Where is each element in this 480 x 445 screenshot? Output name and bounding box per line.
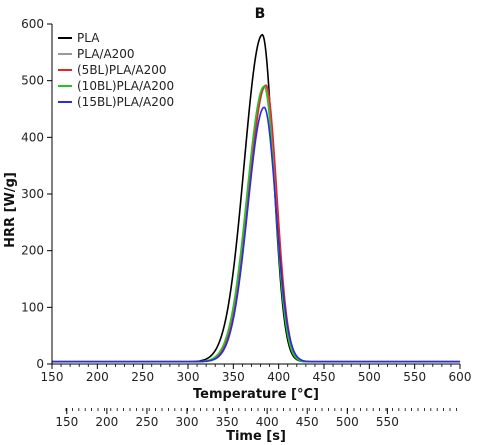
x2-tick-label: 150 — [55, 415, 78, 429]
x2-tick-label: 350 — [216, 415, 239, 429]
y-tick-label: 500 — [21, 74, 44, 88]
x-tick-label: 150 — [41, 370, 64, 384]
x2-tick-label: 300 — [176, 415, 199, 429]
x2-axis-title: Time [s] — [226, 429, 286, 444]
y-tick-label: 400 — [21, 130, 44, 144]
legend-label: PLA — [77, 31, 100, 45]
x-tick-label: 450 — [313, 370, 336, 384]
y-axis-ticks: 0 100 200 300 400 500 600 — [21, 17, 52, 371]
x2-tick-label: 500 — [336, 415, 359, 429]
x-tick-label: 500 — [358, 370, 381, 384]
x2-axis-ticks: 150 200 250 300 350 400 450 500 550 — [55, 408, 457, 429]
series-line — [52, 106, 460, 363]
x-tick-label: 300 — [177, 370, 200, 384]
y-tick-label: 200 — [21, 244, 44, 258]
x-tick-label: 250 — [131, 370, 154, 384]
x-tick-label: 600 — [449, 370, 472, 384]
x2-tick-label: 550 — [376, 415, 399, 429]
x2-tick-label: 200 — [95, 415, 118, 429]
x2-tick-label: 400 — [256, 415, 279, 429]
legend-label: (10BL)PLA/A200 — [77, 79, 174, 93]
legend-label: (15BL)PLA/A200 — [77, 95, 174, 109]
y-tick-label: 300 — [21, 187, 44, 201]
x2-tick-label: 250 — [135, 415, 158, 429]
y-tick-label: 600 — [21, 17, 44, 31]
x-tick-label: 200 — [86, 370, 109, 384]
legend: PLA PLA/A200 (5BL)PLA/A200 (10BL)PLA/A200 (1… — [58, 31, 174, 109]
y-tick-label: 100 — [21, 300, 44, 314]
legend-label: PLA/A200 — [77, 47, 135, 61]
x-tick-label: 350 — [222, 370, 245, 384]
legend-label: (5BL)PLA/A200 — [77, 63, 166, 77]
x-tick-label: 400 — [267, 370, 290, 384]
chart-title: B — [255, 6, 266, 22]
y-tick-label: 0 — [36, 357, 44, 371]
y-axis-title: HRR [W/g] — [3, 172, 18, 248]
x-axis-ticks: 150 200 250 300 350 400 450 500 550 600 — [41, 364, 472, 384]
x2-tick-label: 450 — [296, 415, 319, 429]
x-axis-title: Temperature [°C] — [193, 387, 319, 402]
x-tick-label: 550 — [403, 370, 426, 384]
series-line — [52, 84, 460, 363]
plot-lines — [52, 33, 460, 363]
